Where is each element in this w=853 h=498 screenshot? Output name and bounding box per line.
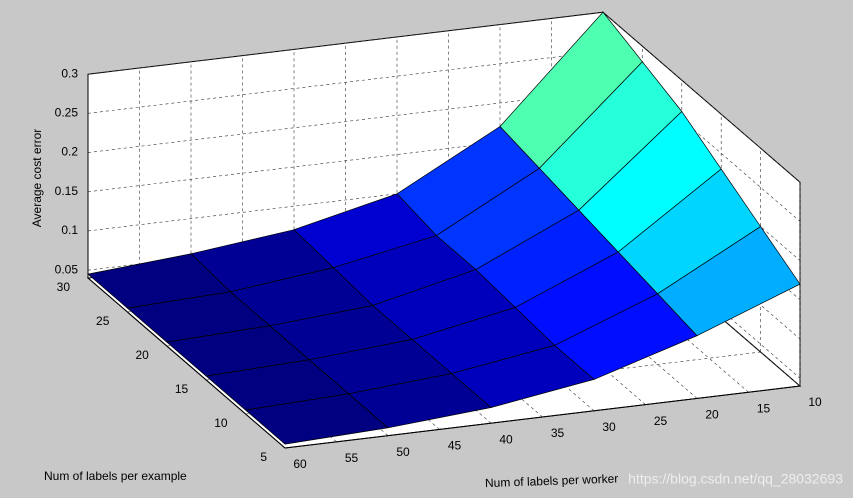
x-tick-label: 45 [448,439,462,453]
x-tick-label: 35 [551,426,565,440]
z-tick-label: 0.1 [61,223,78,237]
x-tick-label: 40 [499,432,513,446]
z-tick-label: 0.25 [55,106,79,120]
watermark: https://blog.csdn.net/qq_28032693 [628,471,843,487]
y-tick-label: 15 [175,382,189,396]
x-axis-label: Num of labels per worker [485,472,619,491]
y-tick-label: 5 [260,450,267,464]
axis-line [284,385,801,449]
grid-line [87,51,604,114]
z-tick-label: 0.3 [61,66,78,80]
z-axis-label: Average cost error [30,129,44,228]
grid-line [87,90,604,153]
y-tick-label: 30 [57,280,71,294]
x-tick-label: 55 [345,451,359,465]
x-tick-label: 10 [808,395,822,409]
x-tick-label: 60 [293,457,307,471]
y-tick-label: 25 [96,314,110,328]
axis-line [87,277,286,449]
y-tick-label: 10 [214,416,228,430]
x-tick-label: 15 [757,401,771,415]
z-tick-label: 0.05 [55,262,79,276]
surface [87,11,801,445]
x-tick-label: 20 [705,408,719,422]
y-tick-label: 20 [135,348,149,362]
labels: Average cost error Num of labels per exa… [30,66,843,490]
x-tick-label: 30 [602,420,616,434]
surface-face [244,393,389,445]
grid-line [87,11,604,75]
z-tick-label: 0.2 [61,145,78,159]
y-axis-label: Num of labels per example [44,469,187,483]
x-tick-label: 25 [654,414,668,428]
z-tick-label: 0.15 [55,184,79,198]
x-tick-label: 50 [396,445,410,459]
grid-line [602,11,801,183]
